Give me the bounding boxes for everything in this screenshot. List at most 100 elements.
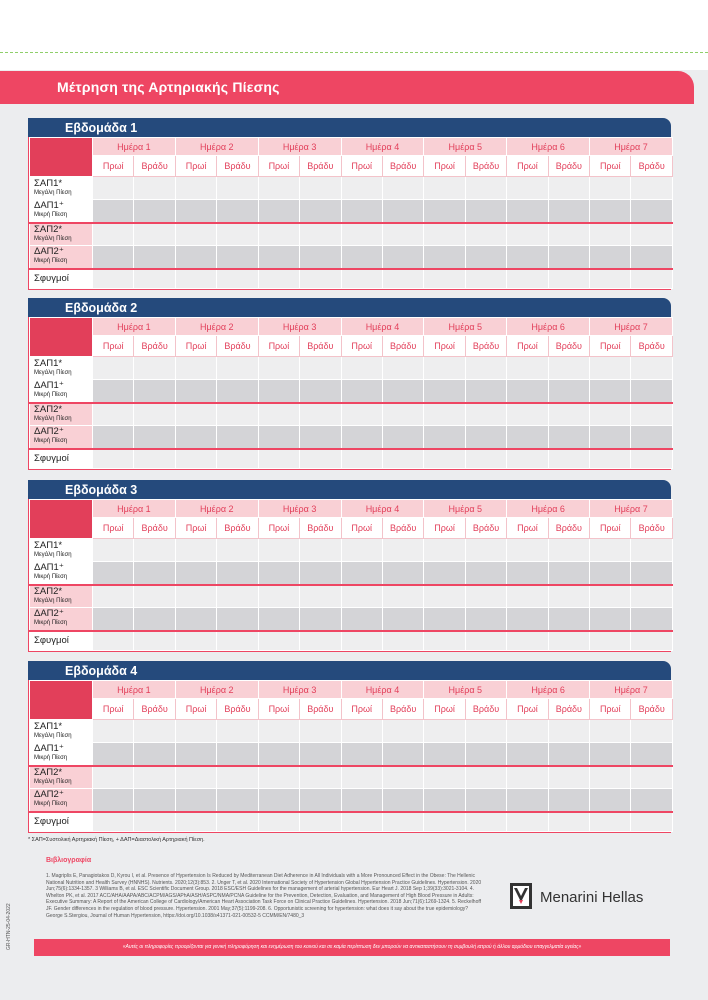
entry-cell[interactable] [133, 764, 176, 789]
entry-cell[interactable] [589, 425, 632, 449]
entry-cell[interactable] [464, 245, 508, 269]
entry-cell[interactable] [381, 401, 425, 426]
entry-cell[interactable] [547, 176, 591, 200]
entry-cell[interactable] [216, 629, 259, 651]
entry-cell[interactable] [299, 199, 342, 223]
entry-cell[interactable] [340, 764, 383, 789]
entry-cell[interactable] [630, 447, 673, 469]
entry-cell[interactable] [547, 245, 591, 269]
entry-cell[interactable] [299, 764, 342, 789]
entry-cell[interactable] [91, 379, 135, 403]
entry-cell[interactable] [464, 719, 508, 743]
entry-cell[interactable] [381, 764, 425, 789]
entry-cell[interactable] [589, 447, 632, 469]
entry-cell[interactable] [506, 607, 549, 631]
entry-cell[interactable] [216, 267, 259, 289]
entry-cell[interactable] [174, 221, 218, 246]
entry-cell[interactable] [589, 199, 632, 223]
entry-cell[interactable] [257, 719, 301, 743]
entry-cell[interactable] [299, 810, 342, 832]
entry-cell[interactable] [133, 810, 176, 832]
entry-cell[interactable] [506, 401, 549, 426]
entry-cell[interactable] [630, 583, 673, 608]
entry-cell[interactable] [381, 176, 425, 200]
entry-cell[interactable] [630, 561, 673, 585]
entry-cell[interactable] [589, 401, 632, 426]
entry-cell[interactable] [506, 561, 549, 585]
entry-cell[interactable] [174, 764, 218, 789]
entry-cell[interactable] [174, 245, 218, 269]
entry-cell[interactable] [464, 447, 508, 469]
entry-cell[interactable] [91, 583, 135, 608]
entry-cell[interactable] [257, 607, 301, 631]
entry-cell[interactable] [423, 742, 466, 766]
entry-cell[interactable] [133, 447, 176, 469]
entry-cell[interactable] [464, 401, 508, 426]
entry-cell[interactable] [506, 629, 549, 651]
entry-cell[interactable] [547, 583, 591, 608]
entry-cell[interactable] [423, 176, 466, 200]
entry-cell[interactable] [133, 425, 176, 449]
entry-cell[interactable] [589, 176, 632, 200]
entry-cell[interactable] [506, 788, 549, 812]
entry-cell[interactable] [547, 447, 591, 469]
entry-cell[interactable] [174, 425, 218, 449]
entry-cell[interactable] [340, 719, 383, 743]
entry-cell[interactable] [423, 764, 466, 789]
entry-cell[interactable] [133, 607, 176, 631]
entry-cell[interactable] [216, 379, 259, 403]
entry-cell[interactable] [299, 607, 342, 631]
entry-cell[interactable] [174, 199, 218, 223]
entry-cell[interactable] [630, 425, 673, 449]
entry-cell[interactable] [340, 221, 383, 246]
entry-cell[interactable] [91, 199, 135, 223]
entry-cell[interactable] [381, 245, 425, 269]
entry-cell[interactable] [133, 561, 176, 585]
entry-cell[interactable] [630, 379, 673, 403]
entry-cell[interactable] [381, 221, 425, 246]
entry-cell[interactable] [506, 245, 549, 269]
entry-cell[interactable] [340, 425, 383, 449]
entry-cell[interactable] [133, 538, 176, 562]
entry-cell[interactable] [299, 561, 342, 585]
entry-cell[interactable] [423, 267, 466, 289]
entry-cell[interactable] [340, 607, 383, 631]
entry-cell[interactable] [133, 583, 176, 608]
entry-cell[interactable] [133, 245, 176, 269]
entry-cell[interactable] [174, 267, 218, 289]
entry-cell[interactable] [299, 425, 342, 449]
entry-cell[interactable] [174, 176, 218, 200]
entry-cell[interactable] [340, 356, 383, 380]
entry-cell[interactable] [257, 221, 301, 246]
entry-cell[interactable] [464, 583, 508, 608]
entry-cell[interactable] [464, 199, 508, 223]
entry-cell[interactable] [506, 356, 549, 380]
entry-cell[interactable] [589, 245, 632, 269]
entry-cell[interactable] [133, 629, 176, 651]
entry-cell[interactable] [589, 379, 632, 403]
entry-cell[interactable] [547, 561, 591, 585]
entry-cell[interactable] [216, 425, 259, 449]
entry-cell[interactable] [257, 176, 301, 200]
entry-cell[interactable] [91, 788, 135, 812]
entry-cell[interactable] [423, 788, 466, 812]
entry-cell[interactable] [423, 245, 466, 269]
entry-cell[interactable] [630, 607, 673, 631]
entry-cell[interactable] [381, 607, 425, 631]
entry-cell[interactable] [133, 742, 176, 766]
entry-cell[interactable] [381, 742, 425, 766]
entry-cell[interactable] [589, 788, 632, 812]
entry-cell[interactable] [589, 810, 632, 832]
entry-cell[interactable] [174, 607, 218, 631]
entry-cell[interactable] [257, 425, 301, 449]
entry-cell[interactable] [630, 245, 673, 269]
entry-cell[interactable] [589, 583, 632, 608]
entry-cell[interactable] [340, 629, 383, 651]
entry-cell[interactable] [257, 561, 301, 585]
entry-cell[interactable] [299, 538, 342, 562]
entry-cell[interactable] [299, 447, 342, 469]
entry-cell[interactable] [506, 425, 549, 449]
entry-cell[interactable] [547, 607, 591, 631]
entry-cell[interactable] [547, 788, 591, 812]
entry-cell[interactable] [340, 447, 383, 469]
